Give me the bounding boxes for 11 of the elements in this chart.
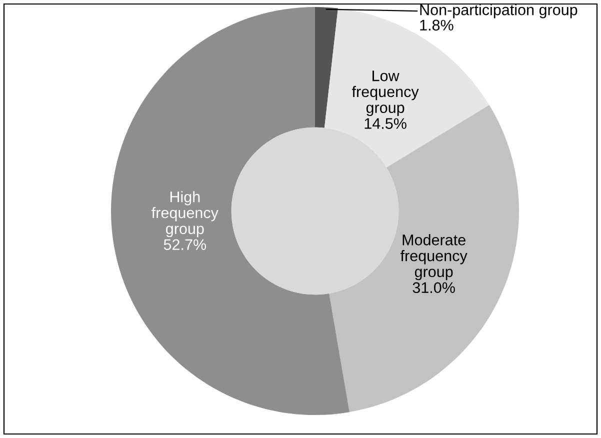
donut-slice	[111, 7, 350, 415]
data-label: 31.0%	[412, 282, 455, 294]
data-label: 1.8%	[420, 20, 454, 31]
slice-label: Moderate frequency group	[400, 234, 468, 280]
data-label: 52.7%	[164, 239, 206, 250]
slice-label: Low frequency group	[352, 70, 419, 116]
donut-slice	[315, 7, 338, 128]
data-label: 14.5%	[364, 118, 406, 129]
donut-slice	[329, 104, 519, 412]
slice-label: High frequency group	[152, 191, 218, 238]
slice-label: Non-participation group	[420, 4, 578, 18]
